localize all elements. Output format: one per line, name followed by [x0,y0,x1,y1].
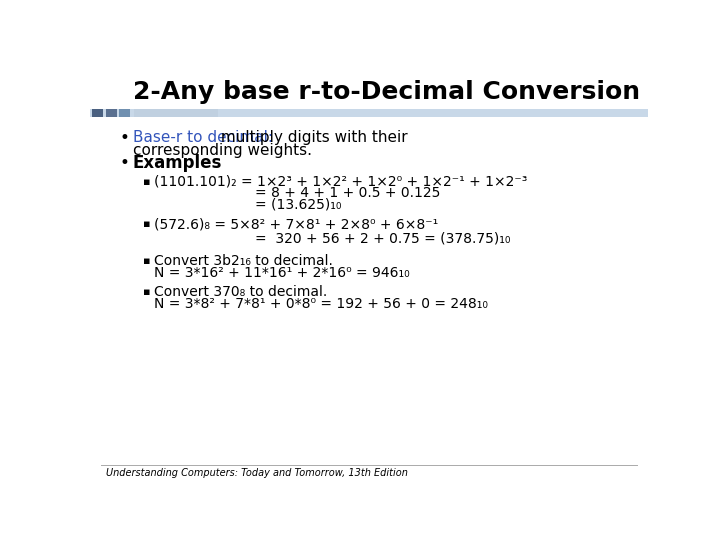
Text: multiply digits with their: multiply digits with their [215,131,408,145]
Text: •: • [120,153,130,172]
Text: (1101.101)₂ = 1×2³ + 1×2² + 1×2⁰ + 1×2⁻¹ + 1×2⁻³: (1101.101)₂ = 1×2³ + 1×2² + 1×2⁰ + 1×2⁻¹… [154,175,528,189]
Text: Convert 3b2₁₆ to decimal.: Convert 3b2₁₆ to decimal. [154,254,333,268]
Text: ▪: ▪ [143,287,150,297]
Text: (572.6)₈ = 5×8² + 7×8¹ + 2×8⁰ + 6×8⁻¹: (572.6)₈ = 5×8² + 7×8¹ + 2×8⁰ + 6×8⁻¹ [154,217,438,231]
Text: N = 3*8² + 7*8¹ + 0*8⁰ = 192 + 56 + 0 = 248₁₀: N = 3*8² + 7*8¹ + 0*8⁰ = 192 + 56 + 0 = … [154,296,488,310]
Text: ▪: ▪ [143,219,150,229]
Text: Base-r to decimal:: Base-r to decimal: [132,131,273,145]
Text: Convert 370₈ to decimal.: Convert 370₈ to decimal. [154,285,328,299]
Text: = (13.625)₁₀: = (13.625)₁₀ [255,198,341,212]
Text: = 8 + 4 + 1 + 0.5 + 0.125: = 8 + 4 + 1 + 0.5 + 0.125 [255,186,441,200]
Text: ▪: ▪ [143,177,150,187]
Text: Examples: Examples [132,153,222,172]
Bar [106,110,117,117]
Bar [222,110,647,117]
Text: =  320 + 56 + 2 + 0.75 = (378.75)₁₀: = 320 + 56 + 2 + 0.75 = (378.75)₁₀ [255,231,510,245]
Text: ▪: ▪ [143,256,150,266]
Text: •: • [120,129,130,147]
Text: 2-Any base r-to-Decimal Conversion: 2-Any base r-to-Decimal Conversion [132,80,640,104]
Bar [92,110,103,117]
Bar [90,110,648,117]
Bar [134,110,218,117]
Text: Understanding Computers: Today and Tomorrow, 13th Edition: Understanding Computers: Today and Tomor… [106,468,408,478]
Bar [120,110,130,117]
Text: corresponding weights.: corresponding weights. [132,143,312,158]
Text: N = 3*16² + 11*16¹ + 2*16⁰ = 946₁₀: N = 3*16² + 11*16¹ + 2*16⁰ = 946₁₀ [154,266,410,280]
